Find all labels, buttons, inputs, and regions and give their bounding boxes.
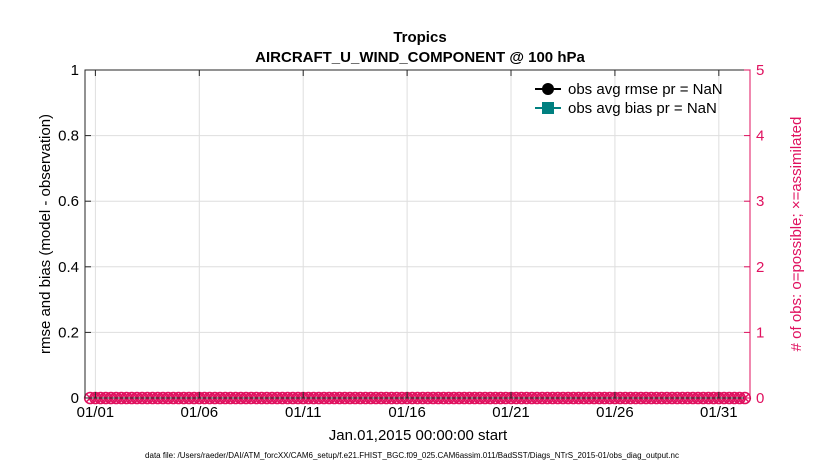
plot-area [85,70,750,398]
data-file-footer: data file: /Users/raeder/DAI/ATM_forcXX/… [145,451,679,460]
y-axis-right: 0 1 2 3 4 5 [744,62,764,407]
chart-subtitle: AIRCRAFT_U_WIND_COMPONENT @ 100 hPa [255,49,585,66]
x-tick-label: 01/01 [77,404,115,421]
y-right-tick-label: 3 [756,193,764,210]
y-axis-left-label: rmse and bias (model - observation) [37,114,54,354]
x-tick-label: 01/26 [596,404,634,421]
y-left-tick-label: 0.4 [58,259,79,276]
y-left-tick-label: 1 [71,62,79,79]
x-tick-label: 01/11 [285,404,321,421]
x-axis-label: Jan.01,2015 00:00:00 start [329,427,508,444]
legend-bias-marker [542,102,554,114]
x-tick-label: 01/16 [388,404,426,421]
legend-rmse-label: obs avg rmse pr = NaN [568,81,723,98]
y-left-tick-label: 0.6 [58,193,79,210]
y-left-tick-label: 0 [71,390,79,407]
y-left-tick-label: 0.2 [58,324,79,341]
legend: obs avg rmse pr = NaN obs avg bias pr = … [535,81,723,117]
legend-bias-label: obs avg bias pr = NaN [568,100,717,117]
y-right-tick-label: 0 [756,390,764,407]
y-right-tick-label: 5 [756,62,764,79]
x-tick-label: 01/06 [181,404,219,421]
x-tick-label: 01/21 [492,404,530,421]
legend-rmse-marker [542,83,554,95]
chart-title: Tropics [393,29,446,46]
x-axis: 01/01 01/06 01/11 01/16 01/21 01/26 01/31 [77,70,738,421]
y-axis-right-label: # of obs: o=possible; ×=assimilated [788,117,805,352]
y-right-tick-label: 1 [756,324,764,341]
x-tick-label: 01/31 [700,404,738,421]
y-axis-left: 0 0.2 0.4 0.6 0.8 1 [58,62,91,407]
y-left-tick-label: 0.8 [58,128,79,145]
y-right-tick-label: 4 [756,128,764,145]
y-right-tick-label: 2 [756,259,764,276]
